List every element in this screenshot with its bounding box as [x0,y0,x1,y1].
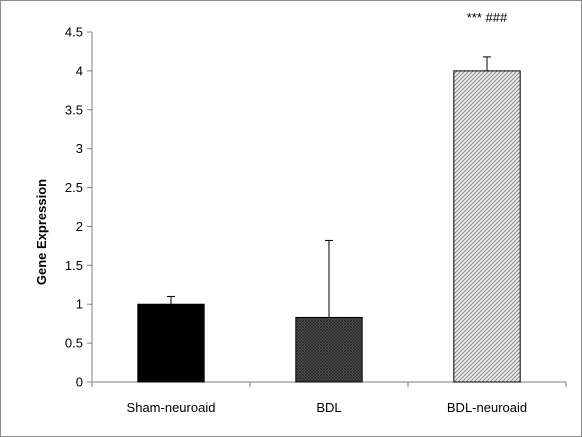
y-tick-label: 4 [76,63,83,78]
y-tick-label: 0 [76,375,83,390]
y-axis: 0 0.5 1 1.5 2 2.5 3 3.5 4 4.5 [65,25,93,390]
x-category-label: BDL-neuroaid [447,400,527,415]
annotations: *** ### [467,10,508,25]
y-tick-label: 1.5 [65,258,83,273]
bar-bdl-neuroaid [453,70,521,383]
y-tick-label: 4.5 [65,25,83,40]
y-tick-label: 3 [76,141,83,156]
y-axis-title: Gene Expression [34,179,49,285]
y-tick-label: 1 [76,297,83,312]
bars [137,70,521,383]
x-category-label: BDL [316,400,341,415]
category-labels: Sham-neuroaid BDL BDL-neuroaid [127,400,528,415]
x-category-label: Sham-neuroaid [127,400,216,415]
y-tick-label: 2.5 [65,180,83,195]
bar-sham-neuroaid [137,303,205,383]
error-bars [167,56,491,318]
bar-bdl [295,316,363,383]
y-tick-label: 2 [76,219,83,234]
y-tick-label: 0.5 [65,336,83,351]
y-tick-label: 3.5 [65,102,83,117]
significance-annotation: *** ### [467,10,508,25]
